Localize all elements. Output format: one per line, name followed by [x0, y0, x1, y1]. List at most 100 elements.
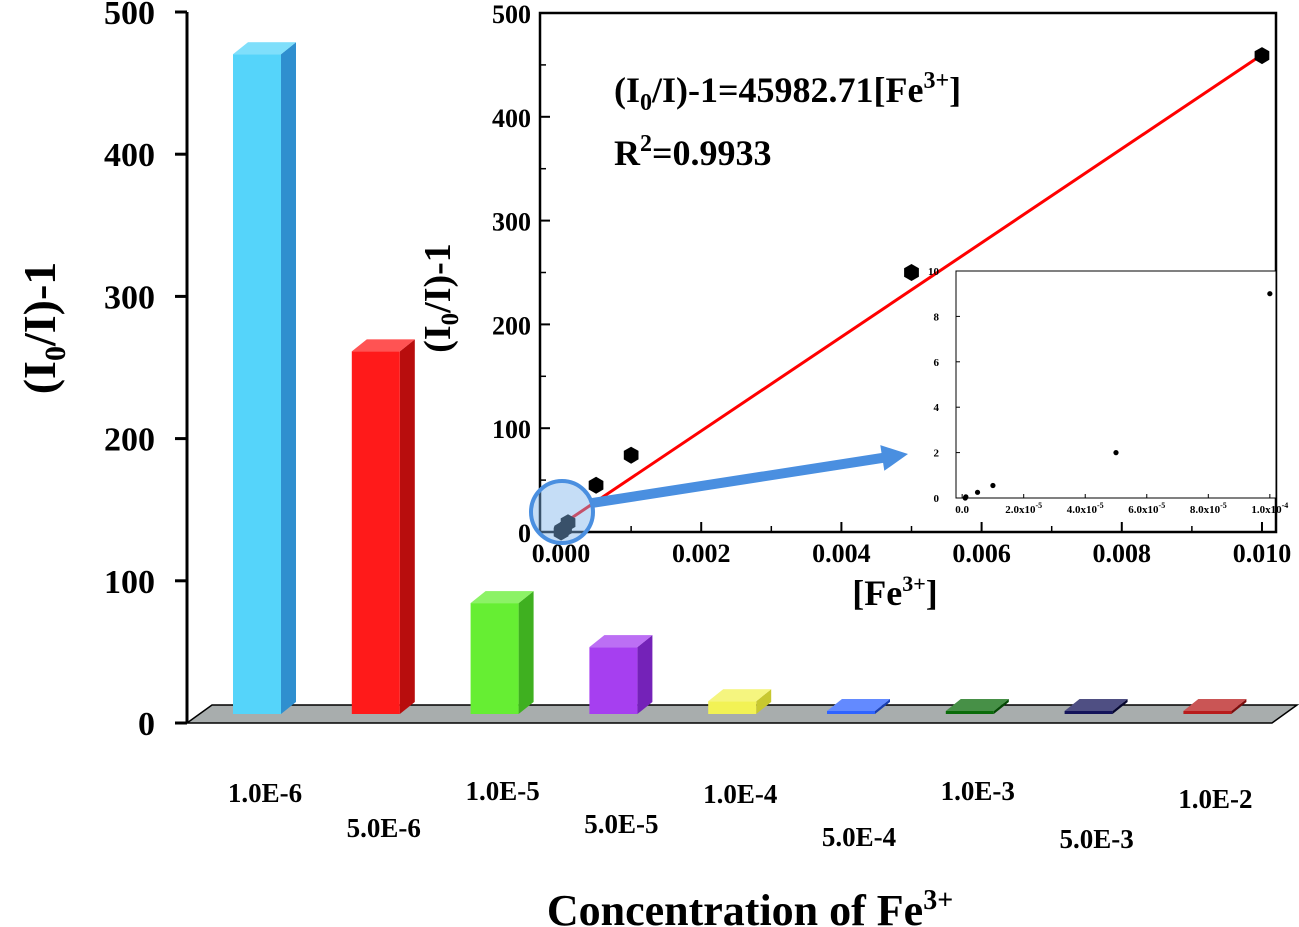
bar-side-face [993, 699, 1009, 714]
bar-top-highlight [589, 635, 653, 648]
bar-top-highlight [827, 699, 890, 711]
category-labels: 1.0E-6 5.0E-6 1.0E-5 5.0E-5 1.0E-4 5.0E-4 1.0E… [228, 776, 1253, 854]
zoom-highlight-circle [529, 479, 595, 545]
sub-inset-y-ticks: 0 2 4 6 8 10 [928, 266, 960, 505]
bar-side-face [518, 591, 534, 714]
category-label: 5.0E-3 [1059, 824, 1133, 854]
sub-inset-x-tick-label: 6.0x10-5 [1128, 501, 1165, 516]
bar-front-face [589, 647, 638, 714]
category-label: 1.0E-6 [228, 778, 302, 808]
bar-chart-y-axis-title: (I0/I)-1 [14, 262, 72, 395]
sub-inset-x-tick-label: 1.0x10-4 [1251, 501, 1288, 516]
sub-inset-data-point [974, 489, 981, 495]
inset-data-point [623, 446, 639, 464]
bar-chart-y-tick-label: 400 [104, 137, 155, 174]
bar-top-face [945, 699, 1009, 711]
bar [708, 689, 772, 714]
sub-inset-y-tick-label: 0 [934, 493, 940, 505]
sub-inset-chart: 0 2 4 6 8 10 0.0 2.0x10-5 4.0x10-5 6.0x10-5 8.0x1… [928, 266, 1288, 516]
bar-top-highlight [1183, 699, 1247, 711]
sub-inset-x-tick-label: 2.0x10-5 [1005, 501, 1042, 516]
inset-y-tick-label: 400 [492, 104, 531, 133]
sub-inset-x-tick-label: 0.0 [955, 504, 969, 516]
bar [351, 339, 415, 714]
fit-equation: (I0/I)-1=45982.71[Fe3+] [614, 68, 961, 116]
bar-front-face [351, 351, 400, 714]
inset-data-point [1254, 47, 1270, 65]
bar-front-face [827, 711, 875, 714]
bar-top-face [1064, 699, 1128, 711]
inset-y-tick-label: 0 [518, 519, 531, 548]
bar-side-face [875, 699, 890, 714]
inset-y-tick-label: 100 [492, 415, 531, 444]
bar-side-face [637, 635, 653, 714]
sub-inset-data-points [962, 291, 1273, 501]
bar-front-face [1064, 711, 1113, 714]
sub-inset-plot-frame [955, 270, 1277, 499]
inset-y-tick-label: 200 [492, 311, 531, 340]
bar-side-face [281, 42, 296, 714]
bar-chart-x-axis-title: Concentration of Fe3+ [547, 885, 953, 927]
bar-chart-y-tick-label: 200 [104, 422, 155, 459]
sub-inset-x-ticks: 0.0 2.0x10-5 4.0x10-5 6.0x10-5 8.0x10-5 1.0x1… [955, 494, 1288, 516]
sub-inset-y-tick-label: 2 [934, 448, 940, 460]
bar-top-face [708, 689, 772, 702]
bar-front-face [470, 603, 519, 714]
inset-data-point [904, 264, 919, 281]
bar-top-face [351, 339, 415, 352]
sub-inset-y-tick-label: 10 [928, 266, 940, 278]
bar-side-face [1231, 699, 1247, 714]
category-label: 1.0E-2 [1178, 784, 1252, 814]
r-squared-annotation: R2=0.9933 [614, 131, 772, 173]
inset-x-tick-label: 0.006 [952, 539, 1011, 568]
bar-top-face [589, 635, 653, 648]
inset-linear-fit-chart: 0 100 200 300 400 500 0.0 0 0 0.002 0.004 0.006 0.0… [417, 0, 1291, 613]
bar [1064, 699, 1128, 714]
bars [233, 42, 1247, 714]
bar [1183, 699, 1247, 714]
zoom-arrow [591, 445, 908, 508]
bar-side-face [399, 339, 415, 714]
inset-x-tick-label: 0.010 [1233, 539, 1292, 568]
bar-chart-y-tick-label: 100 [104, 564, 155, 601]
inset-y-tick-label: 500 [492, 0, 531, 29]
bar-top-highlight [1064, 699, 1128, 711]
category-label: 1.0E-5 [465, 776, 539, 806]
linear-fit-line [560, 53, 1263, 527]
bar-front-face [233, 54, 281, 714]
bar [589, 635, 653, 714]
bar-top-face [1183, 699, 1247, 711]
bar-side-face [1112, 699, 1128, 714]
sub-inset-y-tick-label: 8 [934, 311, 940, 323]
bar-top-face [233, 42, 296, 55]
bar [827, 699, 890, 714]
bar-top-highlight [470, 591, 534, 604]
bar-top-highlight [708, 689, 772, 702]
bar-front-face [1183, 711, 1232, 714]
inset-x-axis-title: [Fe3+] [852, 571, 938, 613]
bar-top-face [827, 699, 890, 711]
bar-top-highlight [351, 339, 415, 352]
inset-data-points [553, 47, 1270, 541]
bar-front-face [708, 701, 757, 714]
inset-y-ticks: 0 100 200 300 400 500 [492, 0, 550, 548]
category-label: 5.0E-4 [822, 822, 896, 852]
inset-x-tick-label: 0.002 [672, 539, 731, 568]
sub-inset-y-tick-label: 4 [934, 402, 940, 414]
sub-inset-x-tick-label: 8.0x10-5 [1190, 501, 1227, 516]
bar-chart-y-tick-label: 500 [104, 0, 155, 32]
bar [470, 591, 534, 714]
inset-x-tick-label: 0.008 [1093, 539, 1152, 568]
bar-top-highlight [233, 42, 296, 55]
bar-chart-y-ticks: 0 100 200 300 400 500 [104, 0, 187, 743]
sub-inset-y-tick-label: 6 [934, 357, 940, 369]
inset-data-point [560, 514, 576, 532]
category-label: 5.0E-5 [584, 809, 658, 839]
inset-y-axis-title: (I0/I)-1 [417, 243, 464, 353]
category-label: 5.0E-6 [347, 813, 421, 843]
category-label: 1.0E-3 [941, 776, 1015, 806]
inset-x-tick-label: 0.004 [812, 539, 871, 568]
sub-inset-data-point [963, 494, 969, 500]
